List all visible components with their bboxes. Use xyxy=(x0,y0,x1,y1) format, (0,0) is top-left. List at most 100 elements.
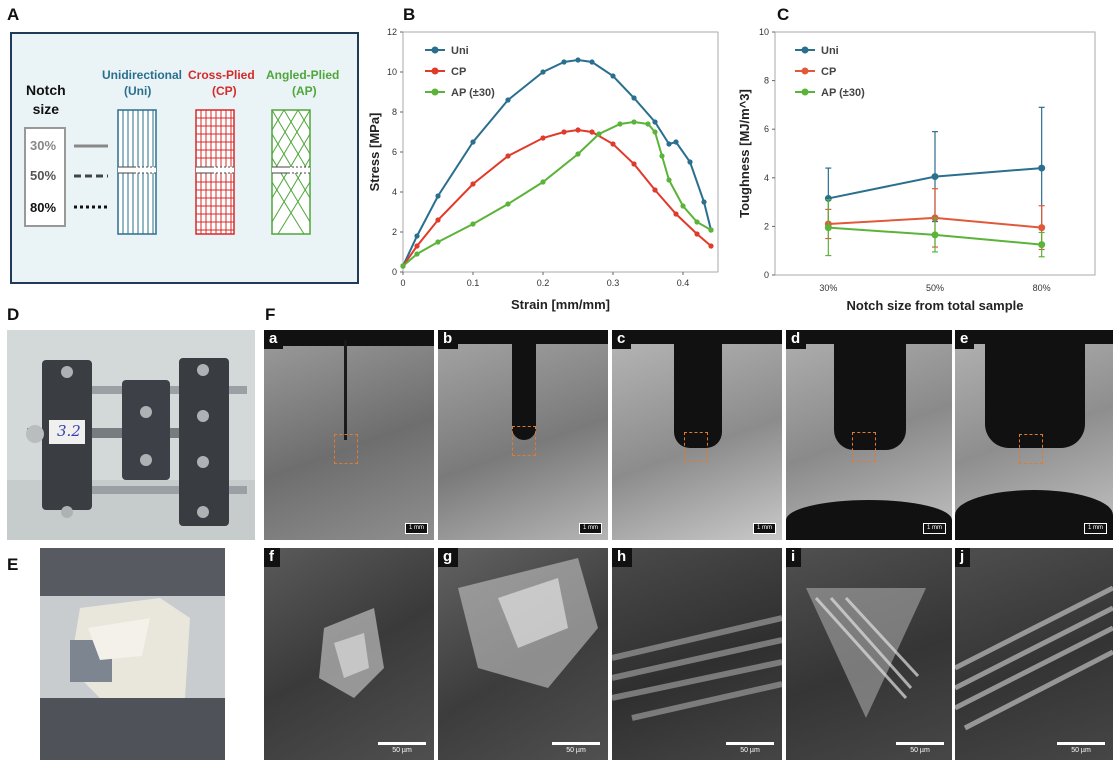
data-point xyxy=(1038,164,1046,172)
data-point xyxy=(701,199,707,205)
fixture-photo: 3.2 xyxy=(7,330,255,540)
legend-marker xyxy=(431,67,439,75)
type-uni-abbr: (Uni) xyxy=(124,84,152,98)
y-tick-label: 8 xyxy=(392,107,397,117)
y-tick-label: 2 xyxy=(764,221,769,231)
sem-scale-g: 50 µm xyxy=(552,742,600,754)
data-point xyxy=(435,217,441,223)
data-point xyxy=(631,119,637,125)
toughness-chart: 0 2 4 6 8 10 30% 50% 80% Notch size from total sa… xyxy=(737,27,1096,313)
sem-scale-j: 50 µm xyxy=(1057,742,1105,754)
sem-scale-i: 50 µm xyxy=(896,742,944,754)
legend-marker xyxy=(801,88,809,96)
data-point xyxy=(610,141,616,147)
data-point xyxy=(505,201,511,207)
data-point xyxy=(652,119,658,125)
scale-bar-a: 1 mm xyxy=(405,523,428,534)
data-point xyxy=(435,193,441,199)
legend-marker xyxy=(431,88,439,96)
data-point xyxy=(666,177,672,183)
x-tick-label: 30% xyxy=(819,283,837,293)
data-point xyxy=(708,243,714,249)
subpanel-label-e: e xyxy=(955,330,975,349)
notch-size-50: 50% xyxy=(30,168,57,183)
panel-label-f: F xyxy=(265,305,276,324)
type-cp-name: Cross-Plied xyxy=(188,68,255,82)
optical-image-a: a 1 mm xyxy=(264,330,434,540)
sem-scale-f: 50 µm xyxy=(378,742,426,754)
notch-size-80: 80% xyxy=(30,200,57,215)
sem-image-f: f 50 µm xyxy=(264,548,434,760)
notch-size-title: Notch size xyxy=(26,82,66,117)
legend-label: CP xyxy=(451,66,466,78)
data-point xyxy=(652,129,658,135)
data-point xyxy=(505,97,511,103)
x-axis-label: Notch size from total sample xyxy=(847,298,1024,313)
panel-label-c: C xyxy=(777,5,790,24)
y-tick-label: 12 xyxy=(387,27,397,37)
legend-marker xyxy=(801,67,809,75)
data-point xyxy=(631,161,637,167)
uni-sample-icon xyxy=(117,109,157,235)
notch-line-legend xyxy=(74,144,108,209)
scale-bar-b: 1 mm xyxy=(579,523,602,534)
sem-image-h: h 50 µm xyxy=(612,548,782,760)
stress-strain-chart: 0 2 4 6 8 10 12 0 0.1 0.2 0.3 0.4 Strain [mm/mm] Stre… xyxy=(367,27,719,312)
optical-image-e: e 1 mm xyxy=(955,330,1113,540)
sem-scale-h: 50 µm xyxy=(726,742,774,754)
data-point xyxy=(1038,241,1046,249)
data-point xyxy=(824,224,832,232)
data-point xyxy=(540,135,546,141)
panel-label-d: D xyxy=(7,305,20,324)
type-uni-name: Unidirectional xyxy=(102,68,183,82)
x-tick-label: 50% xyxy=(926,283,944,293)
scale-bar-d: 1 mm xyxy=(923,523,946,534)
series-line xyxy=(402,120,712,267)
subpanel-label-f: f xyxy=(264,548,280,567)
legend-label: CP xyxy=(821,66,836,78)
optical-image-c: c 1 mm xyxy=(612,330,782,540)
notch-size-30: 30% xyxy=(30,138,57,153)
panel-label-a: A xyxy=(7,5,20,24)
sem-image-g: g 50 µm xyxy=(438,548,608,760)
subpanel-label-g: g xyxy=(438,548,459,567)
x-tick-label: 0.3 xyxy=(607,278,620,288)
y-axis-label: Stress [MPa] xyxy=(367,113,382,192)
schematic-panel: Notch size 30% 50% 80% Unidirectional (U… xyxy=(10,32,359,284)
data-point xyxy=(435,239,441,245)
legend-label: AP (±30) xyxy=(821,87,865,99)
data-point xyxy=(540,69,546,75)
legend-marker xyxy=(431,46,439,54)
subpanel-label-c: c xyxy=(612,330,632,349)
type-ap-name: Angled-Plied xyxy=(266,68,340,82)
data-point xyxy=(673,139,679,145)
data-point xyxy=(589,129,595,135)
data-point xyxy=(505,153,511,159)
data-point xyxy=(589,59,595,65)
scale-bar-e: 1 mm xyxy=(1084,523,1107,534)
panel-label-e: E xyxy=(7,555,19,574)
y-tick-label: 8 xyxy=(764,76,769,86)
type-ap-abbr: (AP) xyxy=(292,84,317,98)
optical-image-b: b 1 mm xyxy=(438,330,608,540)
data-point xyxy=(610,73,616,79)
data-point xyxy=(708,227,714,233)
subpanel-label-b: b xyxy=(438,330,459,349)
specimen-label: 3.2 xyxy=(57,422,81,440)
data-point xyxy=(673,211,679,217)
data-point xyxy=(1038,224,1046,232)
subpanel-label-d: d xyxy=(786,330,807,349)
y-tick-label: 10 xyxy=(387,67,397,77)
y-tick-label: 0 xyxy=(392,267,397,277)
scale-bar-c: 1 mm xyxy=(753,523,776,534)
data-point xyxy=(400,263,406,269)
series-line xyxy=(402,128,712,267)
sem-image-i: i 50 µm xyxy=(786,548,952,760)
x-tick-label: 0.1 xyxy=(467,278,480,288)
subpanel-label-i: i xyxy=(786,548,802,567)
x-tick-label: 0.4 xyxy=(677,278,690,288)
cp-sample-icon xyxy=(195,109,235,235)
sem-image-j: j 50 µm xyxy=(955,548,1113,760)
data-point xyxy=(470,181,476,187)
data-point xyxy=(575,151,581,157)
